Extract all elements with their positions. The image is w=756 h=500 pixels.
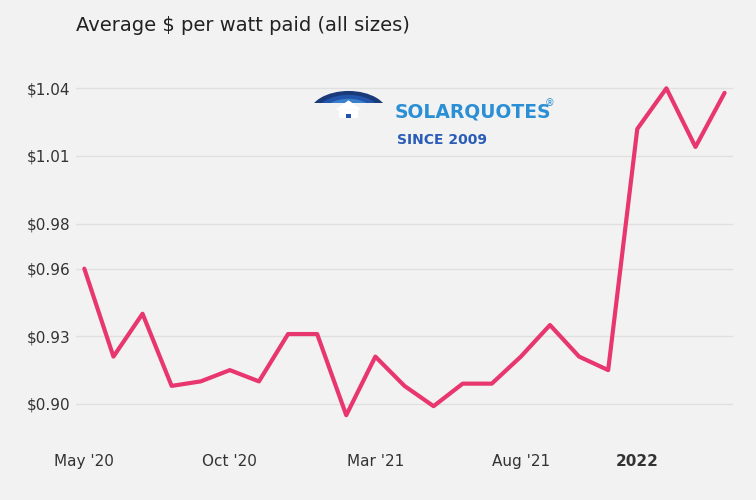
Wedge shape	[322, 99, 375, 114]
Wedge shape	[336, 108, 361, 114]
Polygon shape	[336, 100, 361, 110]
FancyBboxPatch shape	[346, 114, 352, 118]
FancyBboxPatch shape	[339, 110, 358, 118]
Text: SOLARQUOTES: SOLARQUOTES	[395, 103, 551, 122]
Wedge shape	[309, 91, 388, 114]
Wedge shape	[316, 95, 382, 114]
Text: SINCE 2009: SINCE 2009	[397, 132, 487, 146]
Wedge shape	[329, 102, 368, 115]
FancyBboxPatch shape	[308, 104, 389, 115]
Text: Average $ per watt paid (all sizes): Average $ per watt paid (all sizes)	[76, 16, 410, 34]
Text: ®: ®	[544, 98, 554, 108]
